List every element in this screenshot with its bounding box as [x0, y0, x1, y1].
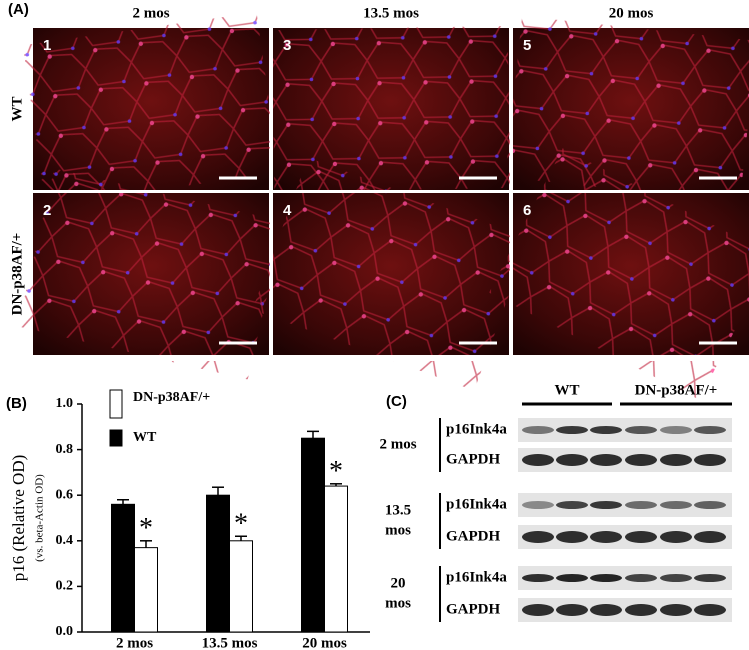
- column-header: 2 mos: [132, 5, 169, 21]
- blot-band-label: GAPDH: [446, 528, 500, 544]
- micrograph-texture: [489, 148, 749, 400]
- blot-band: [660, 604, 692, 616]
- blot-band: [625, 501, 657, 509]
- blot-band: [556, 501, 588, 509]
- blot-band: [694, 501, 726, 509]
- blot-band-label: p16Ink4a: [446, 569, 507, 585]
- legend-label: DN-p38AF/+: [133, 390, 210, 405]
- blot-band: [556, 604, 588, 616]
- micrograph-texture: [252, 157, 530, 391]
- legend-swatch: [109, 429, 123, 447]
- bar: [206, 494, 230, 633]
- significance-marker: *: [329, 456, 343, 487]
- row-label: DN-p38AF/+: [9, 233, 25, 316]
- significance-marker: *: [139, 513, 153, 544]
- bar: [229, 540, 253, 633]
- blot-band: [625, 574, 657, 582]
- blot-band: [522, 426, 554, 434]
- blot-band: [625, 604, 657, 616]
- blot-row-label: 2 mos: [379, 436, 416, 452]
- bar: [134, 547, 158, 633]
- y-axis-sublabel: (vs. beta-Actin OD): [34, 474, 46, 562]
- blot-band: [590, 531, 622, 543]
- panel-label: (C): [386, 393, 407, 410]
- blot-band: [625, 426, 657, 434]
- column-header: 20 mos: [609, 5, 654, 21]
- blot-band: [590, 454, 622, 466]
- blot-band: [660, 426, 692, 434]
- y-axis-label: p16 (Relative OD): [9, 455, 28, 582]
- bar: [301, 437, 325, 633]
- blot-band: [522, 604, 554, 616]
- micrograph-texture: [22, 12, 280, 206]
- blot-row-label: 20: [391, 575, 406, 591]
- blot-band: [590, 574, 622, 582]
- micrograph-texture: [271, 25, 511, 193]
- legend-swatch: [109, 389, 123, 419]
- panel-number: 6: [523, 202, 531, 219]
- blot-band-label: p16Ink4a: [446, 496, 507, 512]
- gutter: [0, 355, 749, 361]
- blot-band: [694, 454, 726, 466]
- row-label: WT: [9, 96, 25, 121]
- blot-band: [590, 426, 622, 434]
- panel-number: 3: [283, 37, 291, 54]
- blot-band: [522, 574, 554, 582]
- bar: [111, 503, 135, 633]
- blot-band: [556, 454, 588, 466]
- blot-row-label: 13.5: [385, 502, 411, 518]
- blot-band: [694, 574, 726, 582]
- group-label: WT: [554, 382, 579, 398]
- legend-label: WT: [133, 430, 157, 445]
- group-label: DN-p38AF/+: [635, 382, 718, 398]
- panel-label: (A): [8, 1, 29, 18]
- x-tick-label: 13.5 mos: [202, 635, 258, 650]
- blot-band: [625, 531, 657, 543]
- blot-band: [556, 574, 588, 582]
- blot-band-label: GAPDH: [446, 601, 500, 617]
- blot-band: [556, 426, 588, 434]
- blot-row-label: mos: [385, 522, 411, 538]
- y-tick-label: 0.0: [56, 624, 74, 639]
- x-tick-label: 2 mos: [116, 635, 153, 650]
- blot-row-label: mos: [385, 595, 411, 611]
- blot-band: [660, 531, 692, 543]
- column-header: 13.5 mos: [363, 5, 419, 21]
- panel-label: (B): [6, 395, 27, 412]
- blot-band: [590, 604, 622, 616]
- blot-band-label: p16Ink4a: [446, 421, 507, 437]
- blot-band: [556, 531, 588, 543]
- bar: [324, 485, 348, 633]
- y-tick-label: 0.8: [56, 442, 74, 457]
- panel-number: 5: [523, 37, 531, 54]
- x-tick-label: 20 mos: [302, 635, 347, 650]
- blot-band: [660, 501, 692, 509]
- blot-band: [590, 501, 622, 509]
- blot-band: [660, 454, 692, 466]
- blot-band: [694, 531, 726, 543]
- y-tick-label: 0.2: [56, 579, 74, 594]
- blot-band: [625, 454, 657, 466]
- y-tick-label: 1.0: [56, 396, 74, 411]
- panel-number: 1: [43, 37, 51, 54]
- gutter: [33, 190, 749, 193]
- blot-band: [522, 501, 554, 509]
- blot-band: [522, 454, 554, 466]
- blot-band: [522, 531, 554, 543]
- panel-number: 4: [283, 202, 292, 219]
- micrograph-texture: [17, 168, 285, 380]
- blot-band: [660, 574, 692, 582]
- significance-marker: *: [234, 509, 248, 540]
- y-tick-label: 0.4: [56, 533, 74, 548]
- blot-band-label: GAPDH: [446, 451, 500, 467]
- panel-number: 2: [43, 202, 51, 219]
- blot-band: [694, 426, 726, 434]
- blot-band: [694, 604, 726, 616]
- micrograph-texture: [505, 16, 749, 202]
- y-tick-label: 0.6: [56, 487, 74, 502]
